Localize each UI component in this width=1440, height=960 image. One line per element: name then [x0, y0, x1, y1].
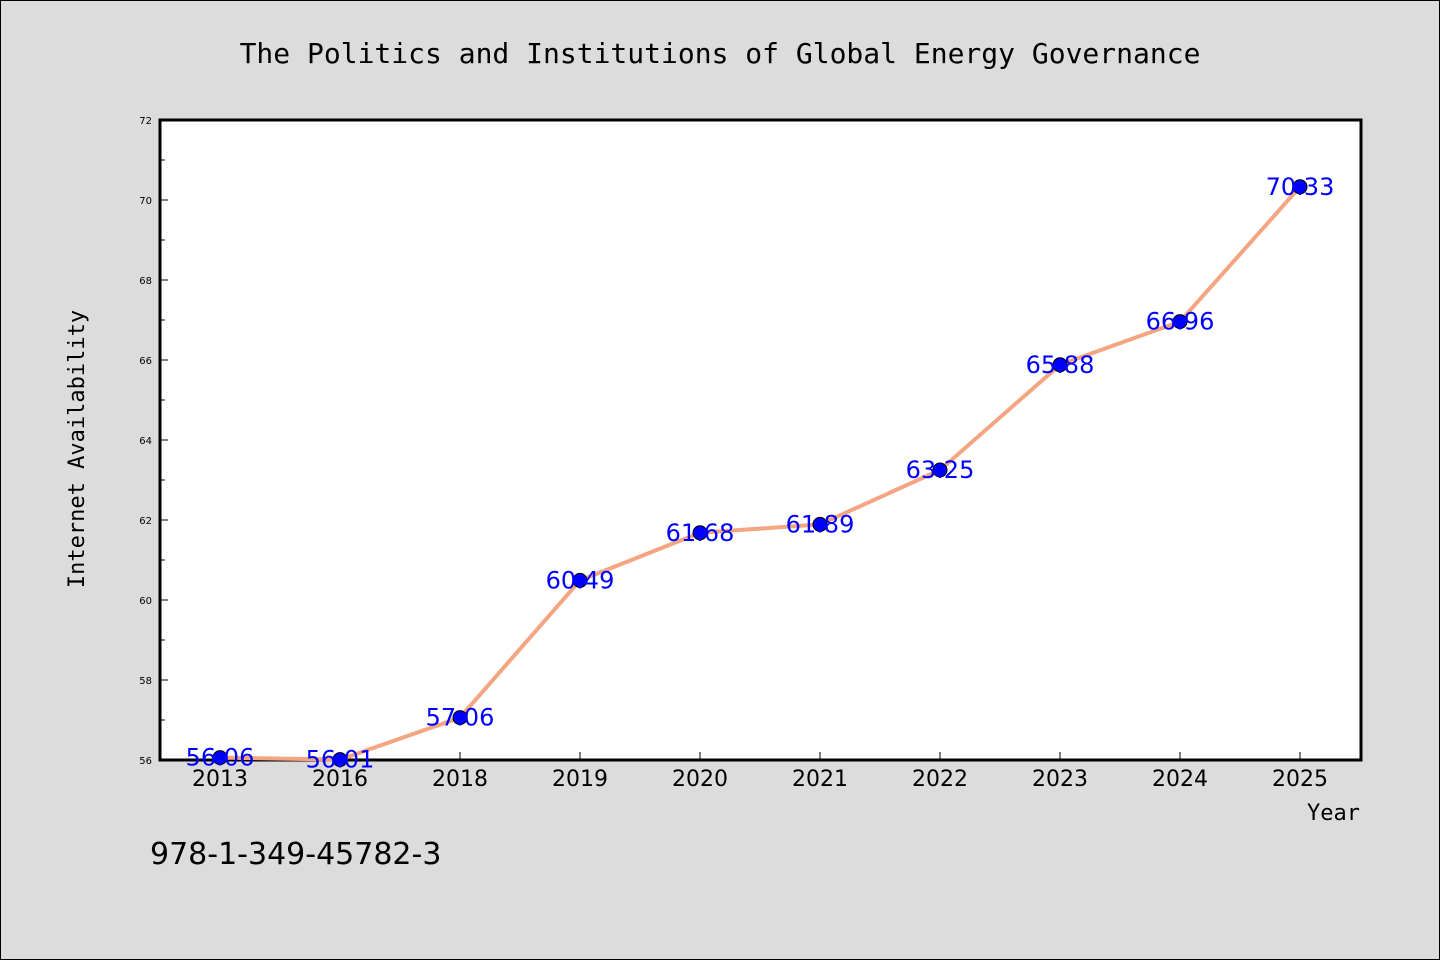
plot-area: [158, 118, 1363, 762]
data-label: 60.49: [546, 566, 615, 594]
data-label: 65.88: [1026, 351, 1095, 379]
x-tick-label: 2016: [312, 767, 368, 792]
data-label: 61.68: [666, 519, 735, 547]
y-tick-label: 70: [139, 196, 152, 207]
y-tick-label: 58: [139, 676, 152, 687]
isbn-annotation: 978-1-349-45782-3: [150, 837, 441, 872]
data-label: 70.33: [1266, 173, 1335, 201]
series-line: [218, 184, 1302, 762]
x-tick-label: 2022: [912, 767, 968, 792]
y-tick-label: 62: [139, 516, 152, 527]
y-tick-label: 60: [139, 596, 152, 607]
y-tick-label: 72: [139, 116, 152, 127]
data-label: 56.06: [186, 744, 255, 772]
data-label: 61.89: [786, 510, 855, 538]
y-tick-label: 56: [139, 756, 152, 767]
x-axis-label: Year: [1307, 801, 1360, 826]
y-tick-label: 64: [139, 436, 152, 447]
data-point-marker: [812, 516, 828, 532]
data-label: 63.25: [906, 456, 975, 484]
data-point-marker: [452, 710, 468, 726]
data-point-marker: [692, 525, 708, 541]
data-label: 66.96: [1146, 308, 1215, 336]
series-group: [212, 179, 1308, 768]
data-point-marker: [572, 572, 588, 588]
data-labels-group: 56.06 56.01 57.06 60.49 61.68 61.89 63.25 65.88…: [186, 173, 1335, 774]
x-tick-label: 2020: [672, 767, 728, 792]
y-tick-label: 68: [139, 276, 152, 287]
x-tick-label: 2023: [1032, 767, 1088, 792]
x-tick-label: 2018: [432, 767, 488, 792]
x-tick-label: 2019: [552, 767, 608, 792]
data-point-marker: [932, 462, 948, 478]
x-axis: 2013 2016 2018 2019 2020 2021 2022 2023 2024 2025: [192, 752, 1328, 792]
data-label: 57.06: [426, 704, 495, 732]
y-axis-label: Internet Availability: [65, 310, 90, 588]
data-point-marker: [1292, 179, 1308, 195]
data-point-marker: [332, 752, 348, 768]
x-tick-label: 2025: [1272, 767, 1328, 792]
chart-title: The Politics and Institutions of Global …: [240, 37, 1201, 70]
x-tick-label: 2024: [1152, 767, 1208, 792]
data-point-marker: [212, 750, 228, 766]
data-label: 56.01: [306, 746, 375, 774]
y-axis: 56 58 60 62 64 66 68 70 72: [139, 116, 168, 767]
x-tick-label: 2013: [192, 767, 248, 792]
x-tick-label: 2021: [792, 767, 848, 792]
data-point-marker: [1172, 314, 1188, 330]
data-point-marker: [1052, 357, 1068, 373]
y-tick-label: 66: [139, 356, 152, 367]
